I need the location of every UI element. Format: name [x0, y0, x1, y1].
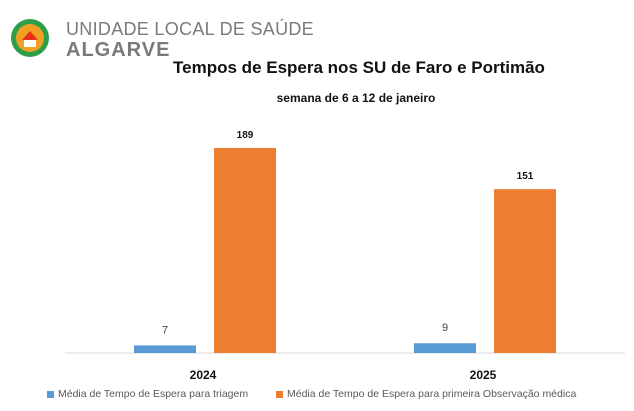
data-label-2024-series-1: 189	[237, 130, 254, 141]
legend-label-medical: Média de Tempo de Espera para primeira O…	[287, 388, 577, 400]
bars-group	[134, 147, 556, 353]
bar-2024-series-1	[214, 147, 276, 353]
chart-subtitle: semana de 6 a 12 de janeiro	[276, 91, 436, 105]
data-labels-group: 7 189 9 151	[162, 130, 534, 336]
org-name-line1: UNIDADE LOCAL DE SAÚDE	[66, 19, 314, 39]
data-label-2025-series-1: 151	[517, 171, 534, 182]
data-label-2024-series-0: 7	[162, 324, 168, 336]
category-label-2025: 2025	[470, 368, 497, 382]
chart-title: Tempos de Espera nos SU de Faro e Portim…	[173, 58, 545, 77]
legend-item-medical: Média de Tempo de Espera para primeira O…	[276, 388, 576, 400]
bar-2025-series-0	[414, 343, 476, 353]
org-name-line2: ALGARVE	[66, 39, 171, 61]
bar-2024-series-0	[134, 345, 196, 353]
legend-label-triage: Média de Tempo de Espera para triagem	[58, 388, 249, 400]
legend: Média de Tempo de Espera para triagem Mé…	[0, 388, 634, 404]
legend-swatch-medical	[276, 390, 283, 398]
category-label-2024: 2024	[190, 368, 217, 382]
data-label-2025-series-0: 9	[442, 322, 448, 334]
bar-2025-series-1	[494, 189, 556, 353]
category-labels-group: 2024 2025	[190, 368, 497, 382]
legend-swatch-triage	[47, 390, 54, 398]
logo-roof-accent	[22, 31, 38, 40]
legend-item-triage: Média de Tempo de Espera para triagem	[47, 388, 248, 400]
uls-algarve-logo-icon	[11, 19, 49, 57]
logo-house-body	[24, 40, 36, 47]
